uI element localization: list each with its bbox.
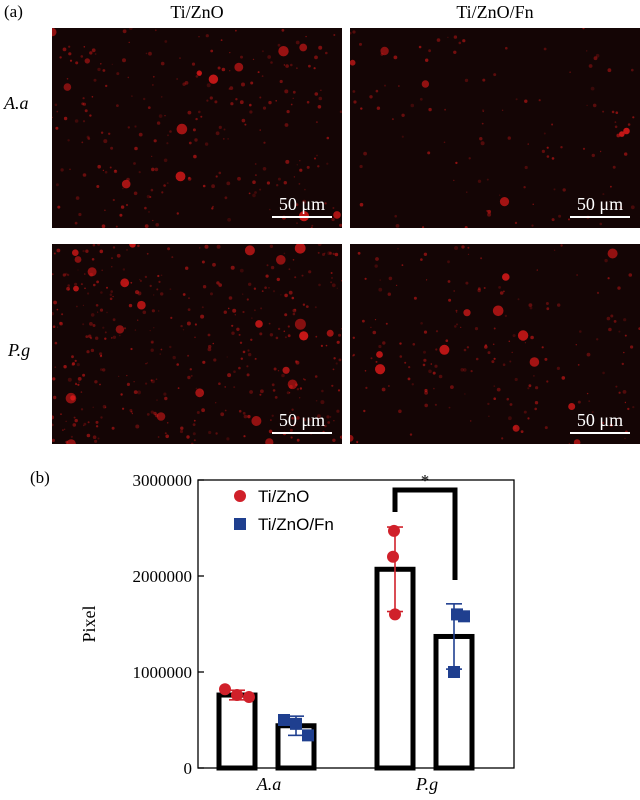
- y-tick-label: 0: [184, 759, 193, 778]
- panel-b-label: (b): [30, 468, 50, 487]
- legend-label: Ti/ZnO: [258, 487, 309, 506]
- row-label-aa: A.a: [4, 93, 29, 113]
- legend-label: Ti/ZnO/Fn: [258, 515, 334, 534]
- data-point: [302, 729, 314, 742]
- data-point: [219, 683, 231, 696]
- scale-bar-line: [570, 432, 630, 434]
- scale-bar-line: [570, 216, 630, 218]
- significance-label: *: [421, 471, 430, 490]
- plot-frame: [197, 479, 515, 769]
- legend-marker: [234, 490, 246, 502]
- data-point: [243, 690, 255, 703]
- fluorescence-texture: [52, 244, 342, 444]
- y-axis-label: Pixel: [79, 605, 99, 642]
- significance-bracket: [392, 487, 458, 580]
- data-point: [458, 610, 470, 623]
- data-point: [278, 714, 290, 726]
- bar-chart: 0 1000000 2000000 3000000 Pixel A.a P.g * Ti/ZnO…: [79, 471, 515, 794]
- fluorescence-texture: [350, 28, 635, 228]
- scale-bar: 50 μm: [272, 194, 332, 218]
- data-point: [290, 717, 302, 730]
- scale-bar-label: 50 μm: [278, 410, 326, 430]
- x-category-label: P.g: [415, 774, 438, 794]
- fluorescence-texture: [52, 28, 342, 228]
- scale-bar: 50 μm: [570, 194, 630, 218]
- micrograph-pg-ti-zno-fn: 50 μm: [350, 244, 640, 444]
- scale-bar: 50 μm: [570, 410, 630, 434]
- scale-bar-line: [272, 216, 332, 218]
- data-point: [231, 689, 243, 702]
- data-point: [448, 666, 460, 678]
- scale-bar-label: 50 μm: [278, 194, 326, 214]
- micrograph-aa-ti-zno: 50 μm: [52, 28, 342, 228]
- y-tick-label: 1000000: [133, 663, 193, 682]
- scale-bar-line: [272, 432, 332, 434]
- data-point: [388, 524, 400, 537]
- column-title-ti-zno: Ti/ZnO: [170, 2, 224, 22]
- row-label-pg: P.g: [8, 340, 31, 360]
- column-title-ti-zno-fn: Ti/ZnO/Fn: [456, 2, 534, 22]
- y-tick-label: 3000000: [133, 471, 193, 490]
- scale-bar-label: 50 μm: [576, 410, 624, 430]
- data-point: [389, 608, 401, 621]
- fluorescence-texture: [350, 244, 640, 444]
- scale-bar: 50 μm: [272, 410, 332, 434]
- data-point: [387, 550, 399, 563]
- y-tick-label: 2000000: [133, 567, 193, 586]
- panel-a-label: (a): [4, 2, 23, 21]
- x-category-label: A.a: [256, 774, 282, 794]
- scale-bar-label: 50 μm: [576, 194, 624, 214]
- micrograph-aa-ti-zno-fn: 50 μm: [350, 28, 640, 228]
- bar: [216, 692, 258, 771]
- legend-marker: [234, 518, 246, 530]
- micrograph-pg-ti-zno: 50 μm: [52, 244, 342, 444]
